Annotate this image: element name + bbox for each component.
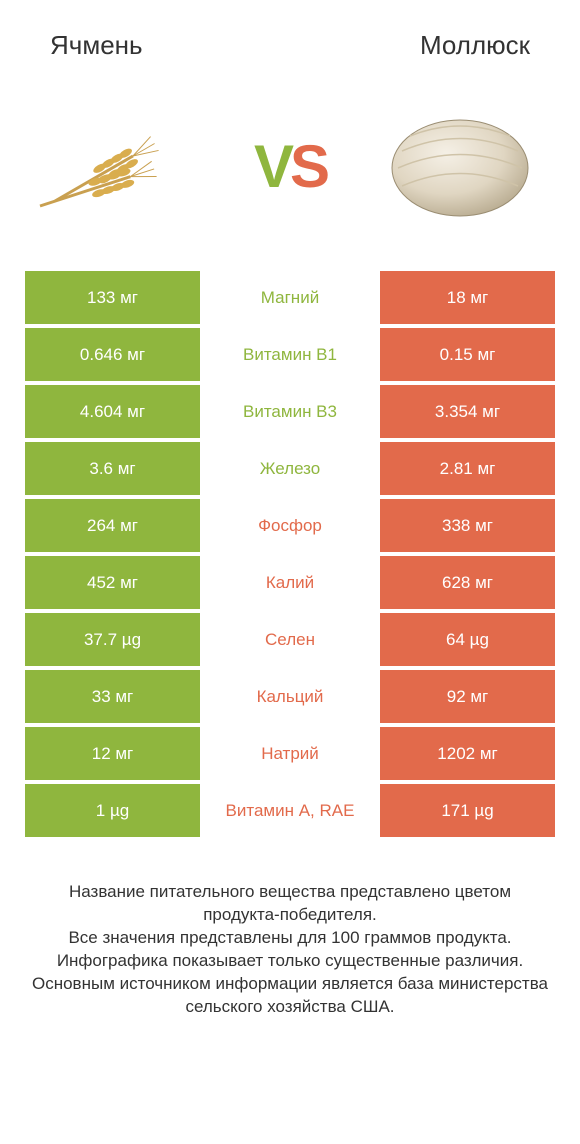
value-right: 338 мг xyxy=(380,499,555,552)
nutrient-label: Кальций xyxy=(200,670,380,723)
nutrient-label: Витамин B1 xyxy=(200,328,380,381)
value-right: 18 мг xyxy=(380,271,555,324)
footer-line: Название питательного вещества представл… xyxy=(30,881,550,927)
table-row: 0.646 мгВитамин B10.15 мг xyxy=(25,328,555,381)
value-left: 37.7 µg xyxy=(25,613,200,666)
footer-line: Инфографика показывает только существенн… xyxy=(30,950,550,973)
clam-icon xyxy=(370,101,550,231)
nutrient-label: Натрий xyxy=(200,727,380,780)
value-left: 4.604 мг xyxy=(25,385,200,438)
value-right: 92 мг xyxy=(380,670,555,723)
nutrient-label: Фосфор xyxy=(200,499,380,552)
vs-v: V xyxy=(254,133,290,200)
value-left: 264 мг xyxy=(25,499,200,552)
nutrient-label: Калий xyxy=(200,556,380,609)
value-right: 2.81 мг xyxy=(380,442,555,495)
nutrient-label: Витамин A, RAE xyxy=(200,784,380,837)
value-left: 1 µg xyxy=(25,784,200,837)
table-row: 4.604 мгВитамин B33.354 мг xyxy=(25,385,555,438)
value-right: 1202 мг xyxy=(380,727,555,780)
title-left: Ячмень xyxy=(50,30,143,61)
value-right: 628 мг xyxy=(380,556,555,609)
table-row: 33 мгКальций92 мг xyxy=(25,670,555,723)
nutrient-label: Витамин B3 xyxy=(200,385,380,438)
table-row: 1 µgВитамин A, RAE171 µg xyxy=(25,784,555,837)
value-left: 33 мг xyxy=(25,670,200,723)
value-left: 452 мг xyxy=(25,556,200,609)
table-row: 452 мгКалий628 мг xyxy=(25,556,555,609)
nutrient-label: Железо xyxy=(200,442,380,495)
vs-s: S xyxy=(290,133,326,200)
nutrient-label: Селен xyxy=(200,613,380,666)
footer-text: Название питательного вещества представл… xyxy=(0,841,580,1019)
value-left: 12 мг xyxy=(25,727,200,780)
header: Ячмень Моллюск xyxy=(0,0,580,71)
table-row: 37.7 µgСелен64 µg xyxy=(25,613,555,666)
nutrient-label: Магний xyxy=(200,271,380,324)
table-row: 264 мгФосфор338 мг xyxy=(25,499,555,552)
value-left: 133 мг xyxy=(25,271,200,324)
vs-label: VS xyxy=(254,132,326,201)
title-right: Моллюск xyxy=(420,30,530,61)
table-row: 3.6 мгЖелезо2.81 мг xyxy=(25,442,555,495)
comparison-table: 133 мгМагний18 мг0.646 мгВитамин B10.15 … xyxy=(0,271,580,837)
table-row: 133 мгМагний18 мг xyxy=(25,271,555,324)
value-right: 171 µg xyxy=(380,784,555,837)
value-left: 0.646 мг xyxy=(25,328,200,381)
value-right: 64 µg xyxy=(380,613,555,666)
footer-line: Основным источником информации является … xyxy=(30,973,550,1019)
footer-line: Все значения представлены для 100 граммо… xyxy=(30,927,550,950)
value-right: 0.15 мг xyxy=(380,328,555,381)
vs-row: VS xyxy=(0,71,580,271)
value-left: 3.6 мг xyxy=(25,442,200,495)
value-right: 3.354 мг xyxy=(380,385,555,438)
barley-icon xyxy=(30,101,210,231)
table-row: 12 мгНатрий1202 мг xyxy=(25,727,555,780)
